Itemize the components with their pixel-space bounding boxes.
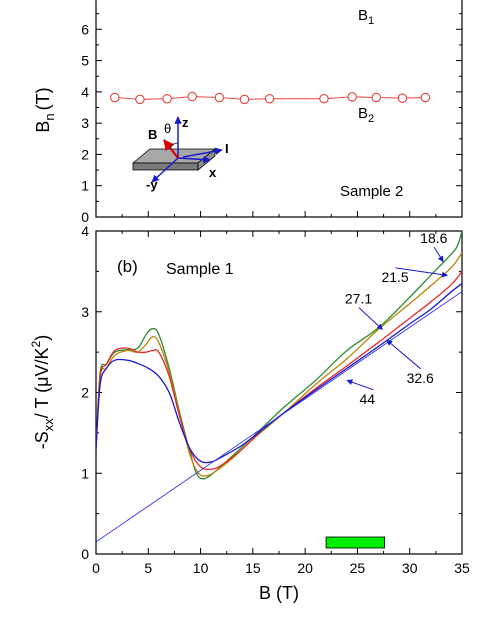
data-point-B2 [420,92,431,103]
bottom-x-tick-label: 35 [454,560,470,576]
curve-label-18.6: 18.6 [420,230,447,246]
data-point-B2 [397,93,408,103]
inset-label-i: I [225,141,229,156]
label-b1: B1 [358,7,374,27]
legend-bar-group [325,536,386,549]
data-point-B2 [239,94,250,105]
panel-label-b: (b) [117,257,138,276]
bottom-y-axis-label: -Sxx/ T (μV/K2) [29,335,56,449]
data-point-B2 [347,92,357,102]
label-b2: B2 [358,105,374,125]
inset-label-z: z [182,115,189,130]
data-point-B2 [187,91,197,102]
top-y-tick-label: 5 [81,53,89,69]
data-point-B2 [110,92,120,103]
bottom-x-tick-label: 20 [297,560,313,576]
top-y-axis-label: Bn(T) [33,87,57,132]
top-x-ticks [95,211,463,217]
annotation-sample-1: Sample 1 [166,261,234,278]
series-line-32.6 [96,282,462,464]
inset-label-b: B [148,127,157,142]
bottom-y-tick-label: 4 [81,223,89,239]
bottom-y-tick-label: 3 [81,304,89,320]
top-panel: 0 1 2 3 4 5 6 Bn(T) B1 B2 Sample 2 B θ z I x -… [33,0,463,225]
top-y-tick-label: 1 [81,178,89,194]
curve-label-32.6: 32.6 [407,370,434,386]
top-y-tick-label: 6 [81,21,89,37]
series-line-27.1 [96,270,462,471]
bottom-x-tick-label: 0 [92,560,100,576]
data-point-B2 [214,92,225,103]
inset-x-axis [177,155,211,164]
bottom-x-tick-label: 15 [245,560,261,576]
inset-i-arrow [182,147,223,158]
top-y-tick-label: 2 [81,146,89,162]
bottom-x-tick-label: 30 [402,560,418,576]
bottom-x-tick-label: 25 [350,560,366,576]
top-y-tick-label: 3 [81,115,89,131]
bottom-y-tick-label: 0 [81,546,89,562]
inset-b-arrow [163,139,179,159]
inset-theta-arc [169,142,179,149]
bottom-x-tick-label: 10 [193,560,209,576]
curve-label-arrow-32.6 [386,339,421,370]
top-y-tick-label: 0 [81,209,89,225]
curve-label-arrow-18.6 [433,246,444,263]
field-range-bar [325,536,386,549]
curve-label-27.1: 27.1 [345,291,372,307]
inset-label-theta: θ [164,121,171,136]
inset-y-axis [151,157,179,183]
curve-label-21.5: 21.5 [381,269,408,285]
inset-label-x: x [209,165,217,180]
annotation-sample-2: Sample 2 [340,183,403,200]
bottom-x-ticks: 0 5 10 15 20 25 30 35 [92,231,470,576]
data-point-B2 [264,93,275,104]
curve-labels-group: 18.6 21.5 27.1 32.6 44 [345,230,448,407]
bottom-y-ticks: 0 1 2 3 4 [81,223,462,562]
series-line-18.6 [96,231,462,480]
series-line-44 [96,291,462,543]
data-point-B2 [319,93,329,104]
top-y-ticks: 0 1 2 3 4 5 6 [81,13,462,225]
top-y-tick-label: 4 [81,84,89,100]
curve-label-arrow-44 [346,379,374,391]
bottom-y-tick-label: 1 [81,465,89,481]
bottom-y-tick-label: 2 [81,385,89,401]
bottom-series-group [96,231,462,543]
bottom-x-tick-label: 5 [144,560,152,576]
curve-label-arrow-21.5 [395,267,448,278]
curve-label-44: 44 [360,391,376,407]
series-line-21.5 [96,252,462,477]
bottom-x-axis-label: B (T) [259,583,299,603]
data-point-B2 [135,94,145,105]
data-point-B2 [162,93,172,104]
curve-label-arrow-27.1 [358,307,383,330]
data-point-B2 [371,92,382,103]
inset-label-y: -y [146,177,158,192]
inset-schematic: B θ z I x -y [131,115,229,192]
top-series-group [110,91,431,105]
